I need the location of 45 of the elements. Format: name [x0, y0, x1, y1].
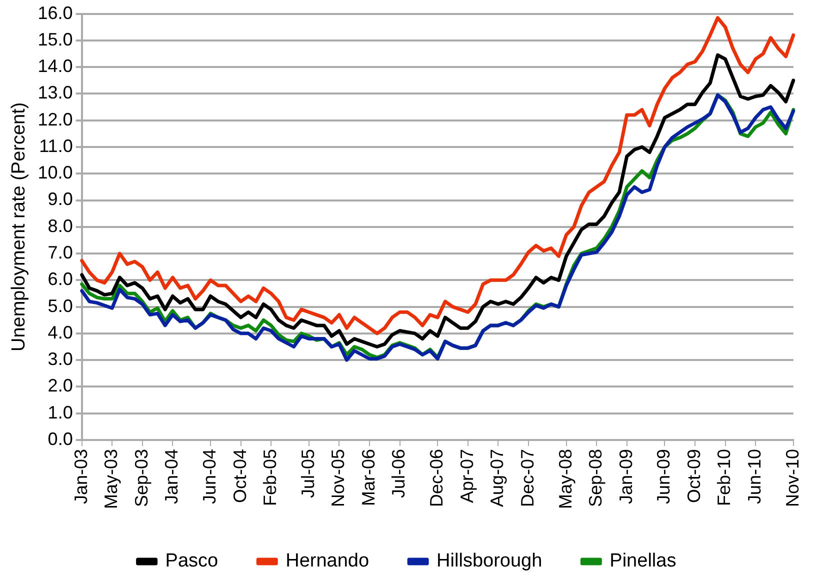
x-tick-label: Dec-06 — [426, 448, 447, 508]
x-tick-label: Dec-07 — [517, 448, 538, 508]
x-tick-label: Feb-05 — [260, 448, 280, 506]
y-tick-label: 2.0 — [48, 376, 73, 396]
x-tick-label: Sep-03 — [131, 448, 152, 508]
y-axis-title: Unemployment rate (Percent) — [8, 102, 30, 352]
x-tick-label: Jun-10 — [744, 448, 765, 504]
y-tick-label: 7.0 — [48, 242, 73, 262]
y-tick-label: 13.0 — [38, 82, 73, 103]
y-tick-label: 8.0 — [48, 216, 73, 236]
x-tick-label: Jul-05 — [298, 448, 318, 498]
y-tick-label: 11.0 — [39, 136, 73, 156]
x-tick-label: Sep-08 — [586, 448, 606, 508]
x-tick-label: Nov-05 — [328, 448, 348, 508]
y-tick-label: 0.0 — [48, 428, 73, 449]
y-tick-label: 1.0 — [48, 402, 73, 422]
y-tick-label: 4.0 — [48, 322, 73, 342]
legend-label: Pasco — [165, 550, 218, 572]
y-tick-label: 12.0 — [38, 109, 73, 130]
y-tick-label: 14.0 — [38, 56, 73, 76]
y-tick-label: 9.0 — [48, 189, 73, 210]
x-tick-label: Apr-07 — [456, 448, 477, 504]
x-tick-label: Oct-09 — [684, 448, 704, 504]
x-tick-label: Oct-04 — [230, 448, 250, 504]
y-tick-label: 6.0 — [48, 269, 73, 290]
x-tick-label: Jan-03 — [70, 448, 91, 504]
x-tick-label: Aug-07 — [487, 448, 508, 508]
x-tick-label: Nov-10 — [782, 448, 802, 508]
x-tick-label: Jun-09 — [654, 448, 674, 504]
x-tick-label: May-03 — [101, 448, 122, 510]
x-tick-label: Jul-06 — [388, 448, 409, 498]
legend-label: Hillsborough — [436, 550, 542, 572]
legend-label: Pinellas — [610, 550, 676, 572]
x-tick-label: Jan-04 — [162, 448, 182, 504]
x-tick-label: Mar-06 — [358, 448, 378, 506]
y-tick-label: 10.0 — [38, 162, 73, 183]
legend-label: Hernando — [286, 550, 370, 572]
x-tick-label: Feb-10 — [714, 448, 734, 506]
y-tick-label: 5.0 — [48, 296, 73, 316]
y-tick-label: 3.0 — [48, 349, 73, 370]
x-tick-label: Jun-04 — [199, 448, 220, 504]
y-tick-label: 15.0 — [38, 29, 73, 50]
x-tick-label: Jan-09 — [616, 448, 636, 504]
y-tick-label: 16.0 — [38, 2, 73, 23]
x-tick-label: May-08 — [555, 448, 576, 510]
